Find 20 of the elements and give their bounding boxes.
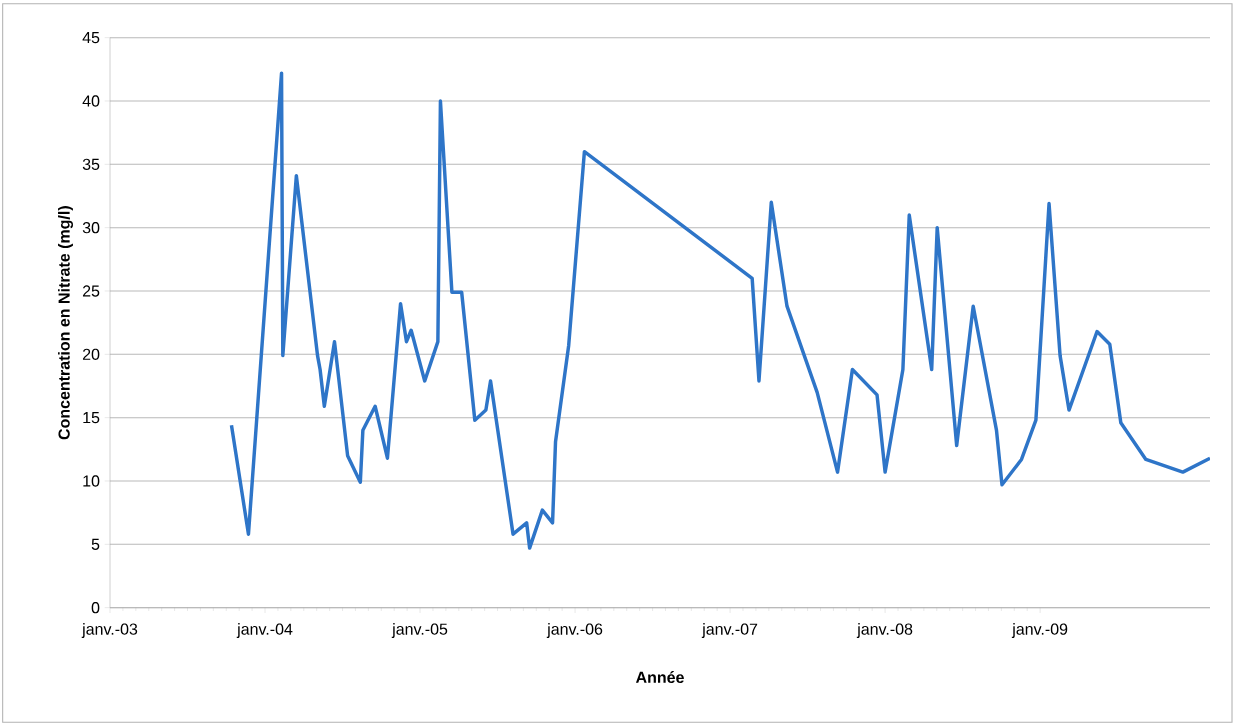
y-tick-label: 10 xyxy=(83,475,100,487)
x-tick-label: janv.-05 xyxy=(391,623,448,638)
y-tick-label: 5 xyxy=(91,538,100,550)
x-axis-title: Année xyxy=(635,671,684,683)
y-tick-label: 25 xyxy=(82,285,100,297)
y-tick-label: 40 xyxy=(82,95,100,107)
x-tick-label: janv.-04 xyxy=(236,623,293,638)
y-tick-label: 0 xyxy=(91,602,100,614)
x-tick-label: janv.-06 xyxy=(546,623,603,638)
y-tick-label: 15 xyxy=(83,412,100,424)
x-tick-label: janv.-03 xyxy=(81,623,138,638)
y-axis-title: Concentration en Nitrate (mg/l) xyxy=(58,206,73,440)
y-tick-label: 20 xyxy=(82,348,100,360)
x-tick-label: janv.-09 xyxy=(1011,623,1068,638)
x-tick-label: janv.-08 xyxy=(856,623,913,638)
line-series xyxy=(229,71,1211,550)
y-tick-label: 45 xyxy=(82,32,100,44)
y-tick-label: 35 xyxy=(82,158,100,170)
y-tick-label: 30 xyxy=(82,222,100,234)
x-tick-label: janv.-07 xyxy=(701,623,758,638)
